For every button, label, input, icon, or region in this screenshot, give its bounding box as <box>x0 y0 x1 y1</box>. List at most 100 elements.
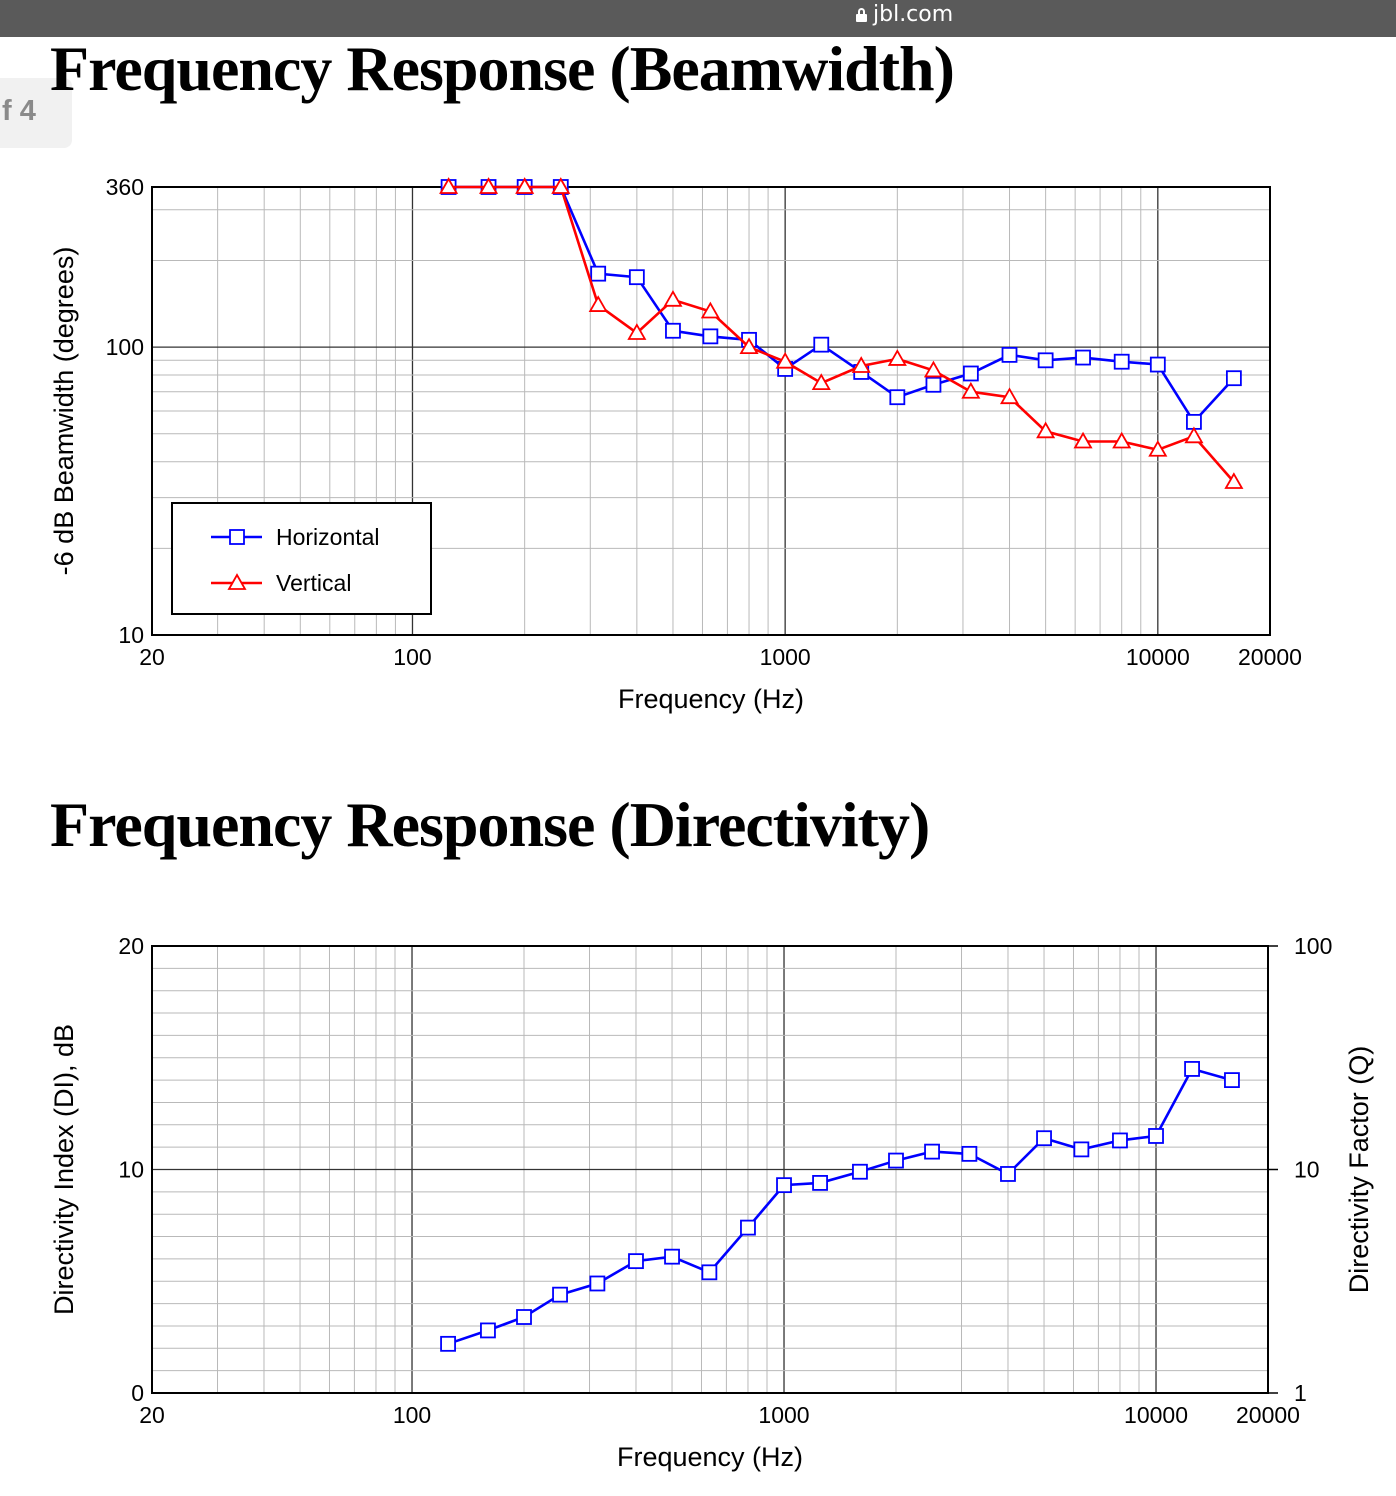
data-point <box>664 1248 680 1265</box>
data-point <box>1113 353 1130 370</box>
data-point <box>888 1152 904 1169</box>
data-point <box>588 295 608 312</box>
data-point <box>740 1219 756 1236</box>
series-line <box>448 185 1235 483</box>
series-line <box>447 1067 1233 1346</box>
series-vertical <box>439 177 1244 489</box>
y2-tick-label: 100 <box>1294 933 1332 959</box>
y-tick-label: 20 <box>118 933 144 959</box>
data-point <box>516 1309 532 1325</box>
x-tick-label: 20 <box>139 1402 165 1428</box>
data-point <box>628 1253 644 1270</box>
x-tick-label: 1000 <box>758 1402 809 1428</box>
data-point <box>701 1264 718 1281</box>
data-point <box>1148 1128 1164 1144</box>
series-line <box>448 185 1235 425</box>
x-tick-label: 100 <box>393 1402 431 1428</box>
data-point <box>924 1143 940 1160</box>
data-point <box>1037 352 1054 369</box>
data-point <box>999 387 1020 405</box>
browser-top-bar: jbl.com <box>0 0 1396 37</box>
chart1-legend <box>171 502 432 615</box>
chart2-plot <box>151 945 1278 1394</box>
x-tick-label: 100 <box>393 644 431 670</box>
data-point <box>889 389 906 406</box>
data-point <box>702 328 719 345</box>
chart1-plot-frame <box>151 186 1271 636</box>
data-point <box>628 269 645 286</box>
chart2-y2-axis-label: Directivity Factor (Q) <box>1344 1046 1374 1294</box>
data-point <box>1112 431 1132 449</box>
y-tick-label: 100 <box>106 334 144 360</box>
data-point <box>1224 1072 1240 1088</box>
data-point <box>480 1322 496 1339</box>
x-tick-label: 20000 <box>1238 644 1302 670</box>
chart-title-beamwidth: Frequency Response (Beamwidth) <box>50 33 955 104</box>
data-point <box>439 177 459 194</box>
data-point <box>961 381 981 399</box>
data-point <box>775 351 795 369</box>
data-point <box>923 360 943 378</box>
y2-tick-label: 1 <box>1294 1380 1307 1406</box>
x-tick-label: 20 <box>139 644 165 670</box>
data-point <box>887 349 907 366</box>
data-point <box>479 177 499 194</box>
data-point <box>1001 346 1018 363</box>
y-tick-label: 360 <box>106 174 144 200</box>
data-point <box>811 373 831 391</box>
page-indicator-text: f 4 <box>2 95 36 127</box>
chart2-y-axis-label: Directivity Index (DI), dB <box>49 1024 79 1315</box>
chart1-plot <box>151 177 1271 636</box>
data-point <box>961 1145 978 1162</box>
y2-tick-label: 10 <box>1294 1157 1320 1183</box>
data-point <box>1036 1130 1052 1147</box>
data-point <box>1036 421 1056 439</box>
x-tick-label: 10000 <box>1124 1402 1188 1428</box>
data-point <box>1073 431 1093 449</box>
lock-icon <box>856 8 867 22</box>
data-point <box>1073 1141 1090 1158</box>
data-point <box>776 1177 792 1194</box>
data-point <box>851 356 871 373</box>
chart1-y-axis-label: -6 dB Beamwidth (degrees) <box>49 247 79 576</box>
data-point <box>551 177 571 194</box>
legend-label-vertical: Vertical <box>276 570 351 596</box>
data-point <box>1075 349 1091 366</box>
data-point <box>1224 472 1244 489</box>
address-bar[interactable]: jbl.com <box>856 3 953 27</box>
data-point <box>1184 426 1204 444</box>
y-tick-label: 0 <box>131 1380 144 1406</box>
y-tick-label: 10 <box>118 622 144 648</box>
x-tick-label: 20000 <box>1236 1402 1300 1428</box>
legend-marker <box>227 573 247 590</box>
chart-title-directivity: Frequency Response (Directivity) <box>50 789 930 860</box>
data-point <box>1148 439 1168 457</box>
legend-marker <box>229 529 245 545</box>
data-point <box>665 322 681 339</box>
y-tick-label: 10 <box>118 1157 144 1183</box>
data-point <box>1149 356 1166 373</box>
data-point <box>589 1275 606 1292</box>
legend-frame <box>171 502 432 615</box>
url-text: jbl.com <box>873 2 954 27</box>
data-point <box>590 265 607 282</box>
chart1-x-axis-label: Frequency (Hz) <box>618 684 804 714</box>
data-point <box>1184 1061 1200 1077</box>
chart2-x-axis-label: Frequency (Hz) <box>617 1442 803 1472</box>
page-indicator: f 4 <box>0 78 72 148</box>
data-point <box>1225 370 1242 387</box>
data-point <box>700 301 720 319</box>
x-tick-label: 10000 <box>1126 644 1190 670</box>
data-point <box>663 290 683 307</box>
data-point <box>739 337 759 355</box>
data-point <box>1000 1166 1016 1182</box>
data-point <box>627 323 647 340</box>
data-point <box>962 365 979 382</box>
data-point <box>852 1163 868 1180</box>
data-point <box>440 1335 456 1352</box>
x-tick-label: 1000 <box>760 644 811 670</box>
data-point <box>925 376 942 393</box>
data-point <box>515 177 535 194</box>
data-point <box>552 1286 568 1303</box>
